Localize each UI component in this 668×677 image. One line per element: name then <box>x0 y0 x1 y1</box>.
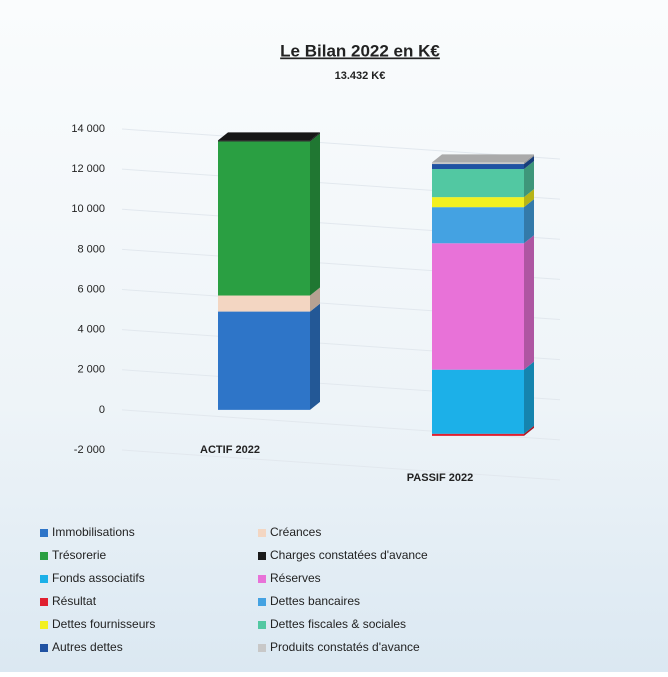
legend-swatch <box>40 552 48 560</box>
legend-swatch <box>40 644 48 652</box>
y-tick-label: 6 000 <box>77 283 105 295</box>
y-tick-label: 2 000 <box>77 364 105 376</box>
x-tick-label: ACTIF 2022 <box>200 444 260 456</box>
legend-label: Dettes fiscales & sociales <box>270 617 406 631</box>
y-tick-label: 14 000 <box>71 123 105 135</box>
bar-side <box>524 199 534 244</box>
y-tick-label: 10 000 <box>71 203 105 215</box>
bar-side <box>524 189 534 208</box>
chart-subtitle: 13.432 K€ <box>335 70 386 82</box>
bar <box>432 197 524 208</box>
legend-label: Dettes fournisseurs <box>52 617 155 631</box>
legend-label: Immobilisations <box>52 525 135 539</box>
bar-side <box>524 161 534 198</box>
grid-line <box>121 128 561 160</box>
bar-side <box>310 132 320 142</box>
x-tick-label: PASSIF 2022 <box>407 472 473 484</box>
bar-side <box>310 133 320 296</box>
bar <box>432 162 524 165</box>
y-tick-label: 4 000 <box>77 324 105 336</box>
bar-side <box>524 361 534 434</box>
legend-swatch <box>258 598 266 606</box>
legend-label: Trésorerie <box>52 548 107 562</box>
bar <box>218 311 310 410</box>
legend-label: Charges constatées d'avance <box>270 548 428 562</box>
bar-side <box>524 154 534 165</box>
legend-label: Produits constatés d'avance <box>270 640 420 654</box>
bar-top <box>218 132 320 141</box>
legend-swatch <box>258 644 266 652</box>
bar-side <box>310 303 320 410</box>
bar-top <box>432 154 534 163</box>
bar <box>432 433 524 436</box>
legend-label: Fonds associatifs <box>52 571 145 585</box>
legend-label: Réserves <box>270 571 321 585</box>
legend-label: Dettes bancaires <box>270 594 360 608</box>
bar <box>432 207 524 244</box>
y-tick-label: 12 000 <box>71 163 105 175</box>
legend-swatch <box>258 552 266 560</box>
grid-line <box>121 449 561 481</box>
bar-side <box>310 287 320 312</box>
bar <box>218 295 310 312</box>
y-tick-label: 8 000 <box>77 243 105 255</box>
y-tick-label: -2 000 <box>74 444 105 456</box>
bar <box>432 369 524 434</box>
legend-swatch <box>40 598 48 606</box>
legend-label: Créances <box>270 525 321 539</box>
legend-label: Résultat <box>52 594 97 608</box>
bar-side <box>524 235 534 370</box>
bar <box>218 140 310 142</box>
legend-swatch <box>258 529 266 537</box>
legend-swatch <box>258 621 266 629</box>
bar <box>432 169 524 198</box>
y-tick-label: 0 <box>99 404 105 416</box>
bar <box>432 164 524 170</box>
bar-side <box>524 156 534 170</box>
bar <box>432 243 524 370</box>
legend-swatch <box>258 575 266 583</box>
legend-swatch <box>40 575 48 583</box>
legend-label: Autres dettes <box>52 640 123 654</box>
chart-title: Le Bilan 2022 en K€ <box>280 41 440 60</box>
legend-swatch <box>40 529 48 537</box>
bar <box>218 141 310 296</box>
legend-swatch <box>40 621 48 629</box>
bar-side <box>524 425 534 436</box>
